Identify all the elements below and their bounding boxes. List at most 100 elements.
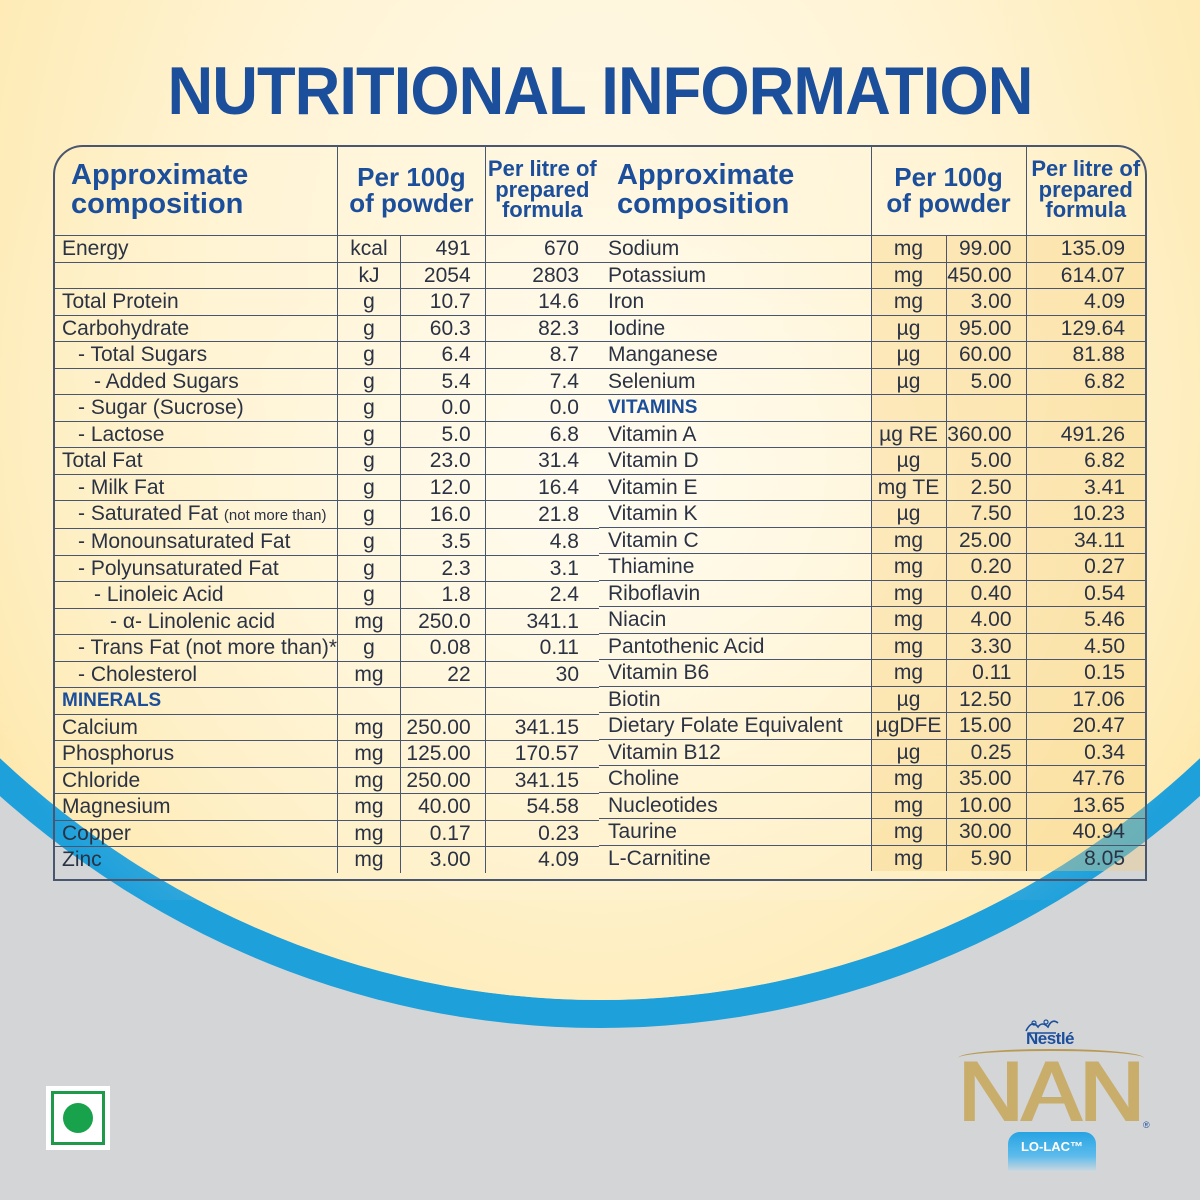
per-100g-value: 0.11 [946,659,1027,687]
unit-cell: mg [871,606,947,634]
per-100g-value: 4.00 [946,606,1027,634]
nutrient-name: Vitamin E [599,474,872,501]
per-100g-value: 0.40 [946,580,1027,607]
nutrient-name: Taurine [599,818,872,846]
unit-cell: mg TE [871,474,947,501]
unit-cell: µg [871,341,947,369]
table-row: - Added Sugars g 5.4 7.4 [53,368,599,395]
nutrient-name: Pantothenic Acid [599,633,872,660]
unit-cell [871,394,947,422]
per-100g-value: 250.0 [400,608,486,635]
per-litre-value: 6.8 [485,421,599,448]
per-100g-value: 2.50 [946,474,1027,501]
unit-cell: mg [871,765,947,793]
table-row: Total Fat g 23.0 31.4 [53,447,599,475]
per-100g-value: 0.17 [400,820,486,847]
table-body-right: Sodium mg 99.00 135.09 Potassium mg 450.00 614.… [599,235,1145,871]
unit-cell: µg [871,500,947,528]
per-litre-value: 135.09 [1026,235,1145,263]
per-100g-value [946,394,1027,422]
table-row: MINERALS [53,687,599,715]
table-row: Chloride mg 250.00 341.15 [53,767,599,794]
per-100g-value: 25.00 [946,527,1027,554]
nutrient-note: (not more than) [223,507,327,524]
per-100g-value: 250.00 [400,767,486,794]
per-100g-value: 360.00 [946,421,1027,448]
table-row: - Linoleic Acid g 1.8 2.4 [53,581,599,609]
table-row: Vitamin B6 mg 0.11 0.15 [599,659,1145,687]
per-litre-value: 4.09 [1026,288,1145,316]
nutrition-table-right: Approximate composition Per 100g of powd… [599,145,1145,871]
table-row: Sodium mg 99.00 135.09 [599,235,1145,263]
unit-cell: g [337,288,401,316]
nutrient-name: Energy [53,235,339,263]
per-100g-value: 5.90 [946,845,1027,871]
table-row: Potassium mg 450.00 614.07 [599,262,1145,289]
table-row: - Monounsaturated Fat g 3.5 4.8 [53,528,599,556]
table-row: - Sugar (Sucrose) g 0.0 0.0 [53,394,599,422]
nutrient-label: - Saturated Fat [78,502,219,525]
table-row: Iron mg 3.00 4.09 [599,288,1145,316]
per-litre-value: 0.0 [485,394,599,422]
nutrient-name: Selenium [599,368,872,395]
unit-cell: mg [871,262,947,289]
table-row: Dietary Folate Equivalent µgDFE 15.00 20.47 [599,712,1145,740]
per-100g-value: 12.50 [946,686,1027,713]
unit-cell: g [337,474,401,501]
per-100g-value: 7.50 [946,500,1027,528]
per-litre-value: 670 [485,235,599,263]
per-100g-value: 16.0 [400,500,486,529]
per-litre-value: 10.23 [1026,500,1145,528]
table-header-row: Approximate composition Per 100g of powd… [599,145,1145,236]
per-100g-value: 450.00 [946,262,1027,289]
per-100g-value: 12.0 [400,474,486,501]
nutrient-name: - Total Sugars [53,341,339,369]
unit-cell: g [337,341,401,369]
per-litre-value: 341.15 [485,714,599,741]
per-litre-value: 341.1 [485,608,599,635]
nutrient-name: - Cholesterol [53,661,339,688]
nutrient-name: Vitamin K [599,500,872,528]
per-litre-value [1026,394,1145,422]
table-row: - Cholesterol mg 22 30 [53,661,599,688]
nest-birds-icon [1025,1019,1059,1034]
per-litre-value [485,687,599,715]
per-litre-value: 0.23 [485,820,599,847]
table-row: - Polyunsaturated Fat g 2.3 3.1 [53,555,599,582]
unit-cell: g [337,447,401,475]
unit-cell: mg [337,661,401,688]
per-litre-value: 20.47 [1026,712,1145,740]
table-row: Niacin mg 4.00 5.46 [599,606,1145,634]
nutrient-name: Magnesium [53,793,339,821]
unit-cell: g [337,368,401,395]
unit-cell: mg [871,792,947,819]
unit-cell: mg [337,820,401,847]
per-100g-value [400,687,486,715]
table-row: Total Protein g 10.7 14.6 [53,288,599,316]
per-litre-value: 13.65 [1026,792,1145,819]
per-100g-value: 10.00 [946,792,1027,819]
nutrient-name: - Milk Fat [53,474,339,501]
per-100g-value: 5.00 [946,447,1027,475]
nutrient-name: Iodine [599,315,872,342]
section-heading: MINERALS [53,687,339,715]
unit-cell: mg [337,793,401,821]
nutrient-name: Niacin [599,606,872,634]
per-100g-value: 15.00 [946,712,1027,740]
nutrient-name: Copper [53,820,339,847]
per-litre-value: 170.57 [485,740,599,768]
unit-cell: g [337,634,401,662]
per-litre-value: 341.15 [485,767,599,794]
per-100g-value: 60.3 [400,315,486,342]
table-row: - α- Linolenic acid mg 250.0 341.1 [53,608,599,635]
per-litre-value: 5.46 [1026,606,1145,634]
per-100g-value: 0.0 [400,394,486,422]
per-litre-value: 2.4 [485,581,599,609]
registered-mark: ® [1143,1120,1150,1130]
per-litre-value: 129.64 [1026,315,1145,342]
unit-cell: mg [871,527,947,554]
per-100g-value: 250.00 [400,714,486,741]
nutrient-name: Phosphorus [53,740,339,768]
